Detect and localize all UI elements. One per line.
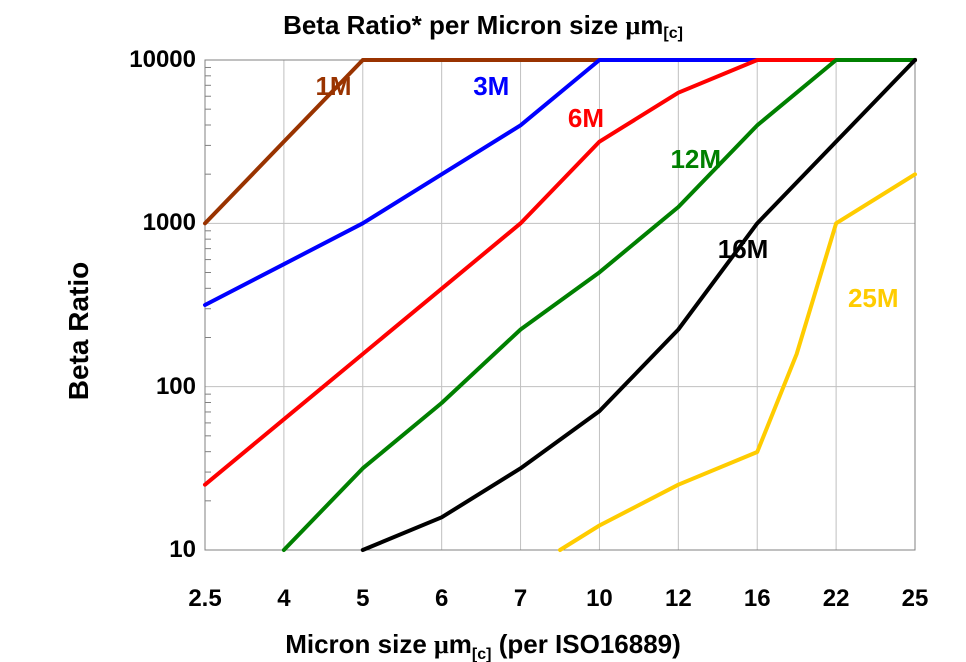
x-tick-label: 2.5 — [188, 585, 221, 613]
title-m: m — [640, 10, 663, 40]
x-tick-label: 25 — [902, 585, 929, 613]
x-tick-label: 22 — [823, 585, 850, 613]
xlabel-post: (per ISO16889) — [491, 629, 680, 659]
x-tick-label: 10 — [586, 585, 613, 613]
chart-svg — [165, 50, 925, 580]
series-label: 6M — [568, 103, 604, 134]
title-mu: μ — [625, 11, 640, 40]
x-axis-label: Micron size μm[c] (per ISO16889) — [0, 629, 966, 662]
xlabel-m: m — [449, 629, 472, 659]
series-label: 16M — [718, 234, 769, 265]
title-pre: Beta Ratio* per Micron size — [283, 10, 625, 40]
y-tick-label: 10000 — [106, 46, 196, 74]
x-tick-label: 6 — [435, 585, 448, 613]
y-tick-label: 10 — [106, 536, 196, 564]
plot-area — [165, 50, 925, 580]
y-tick-label: 100 — [106, 373, 196, 401]
x-tick-label: 16 — [744, 585, 771, 613]
title-sub: [c] — [663, 25, 683, 42]
xlabel-mu: μ — [434, 630, 449, 659]
series-label: 25M — [848, 283, 899, 314]
series-label: 1M — [315, 71, 351, 102]
chart-title: Beta Ratio* per Micron size μm[c] — [0, 10, 966, 43]
x-tick-label: 7 — [514, 585, 527, 613]
y-tick-label: 1000 — [106, 209, 196, 237]
x-tick-label: 12 — [665, 585, 692, 613]
series-label: 12M — [670, 144, 721, 175]
series-label: 3M — [473, 71, 509, 102]
xlabel-sub: [c] — [472, 646, 492, 662]
x-tick-label: 4 — [277, 585, 290, 613]
xlabel-pre: Micron size — [285, 629, 434, 659]
y-axis-label: Beta Ratio — [63, 262, 95, 400]
x-tick-label: 5 — [356, 585, 369, 613]
